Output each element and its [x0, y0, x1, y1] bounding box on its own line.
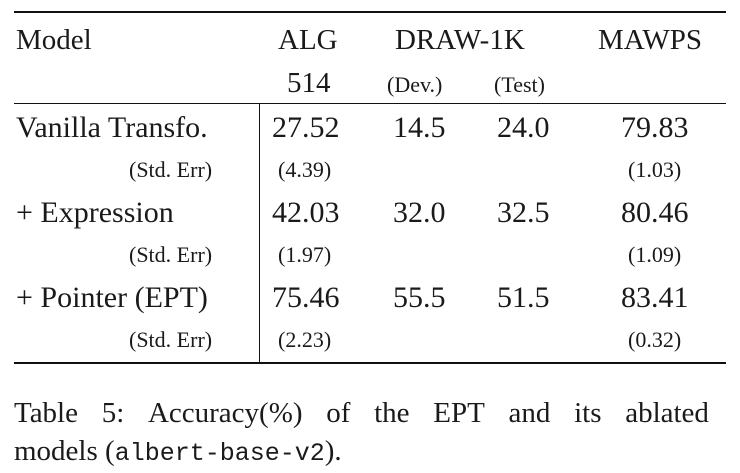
row-dev-value: 14.5: [393, 111, 446, 144]
row-dev-value: 55.5: [393, 281, 446, 314]
row-alg-err: (2.23): [278, 327, 332, 352]
row-mawps-err: (1.03): [628, 157, 682, 182]
caption-word: Table: [14, 397, 78, 429]
row-alg-value: 42.03: [272, 196, 340, 229]
header-alg-count: 514: [287, 67, 331, 99]
row-alg-err: (1.97): [278, 242, 332, 267]
table-top-rule: [14, 11, 726, 13]
row-model-name: + Pointer (EPT): [16, 281, 208, 314]
row-dev-value: 32.0: [393, 196, 446, 229]
caption-word: Accuracy(%): [147, 397, 303, 429]
caption-word: ablated: [625, 397, 709, 429]
row-alg-value: 27.52: [272, 111, 340, 144]
row-mawps-value: 80.46: [621, 196, 689, 229]
header-draw-dev: (Dev.): [387, 72, 443, 97]
header-model: Model: [16, 24, 92, 56]
caption-word: its: [574, 397, 602, 429]
header-draw-test: (Test): [494, 72, 545, 97]
row-test-value: 51.5: [497, 281, 550, 314]
row-err-label: (Std. Err): [129, 242, 213, 267]
row-mawps-err: (1.09): [628, 242, 682, 267]
caption-line-2: models (albert-base-v2).: [14, 432, 709, 473]
header-draw: DRAW-1K: [395, 24, 525, 56]
row-alg-value: 75.46: [272, 281, 340, 314]
caption-word: the: [374, 397, 410, 429]
row-test-value: 32.5: [497, 196, 550, 229]
table-bottom-rule: [14, 362, 726, 364]
caption-line-1: Table 5: Accuracy(%) of the EPT and its …: [14, 394, 709, 432]
caption-model-code: albert-base-v2: [114, 439, 325, 468]
row-mawps-err: (0.32): [628, 327, 682, 352]
row-mawps-value: 79.83: [621, 111, 689, 144]
caption-text: models (: [14, 435, 115, 467]
row-model-name: Vanilla Transfo.: [16, 111, 208, 144]
caption-end: ).: [324, 435, 342, 467]
row-model-name: + Expression: [16, 196, 174, 229]
table-caption: Table 5: Accuracy(%) of the EPT and its …: [14, 394, 709, 473]
row-err-label: (Std. Err): [129, 157, 213, 182]
caption-word: and: [508, 397, 551, 429]
caption-word: 5:: [101, 397, 125, 429]
row-test-value: 24.0: [497, 111, 550, 144]
table-header-rule: [14, 103, 726, 104]
header-alg: ALG: [278, 24, 338, 56]
row-alg-err: (4.39): [278, 157, 332, 182]
row-mawps-value: 83.41: [621, 281, 689, 314]
table-column-separator: [259, 104, 260, 362]
row-err-label: (Std. Err): [129, 327, 213, 352]
caption-word: of: [326, 397, 351, 429]
header-mawps: MAWPS: [598, 24, 703, 56]
caption-word: EPT: [433, 397, 485, 429]
